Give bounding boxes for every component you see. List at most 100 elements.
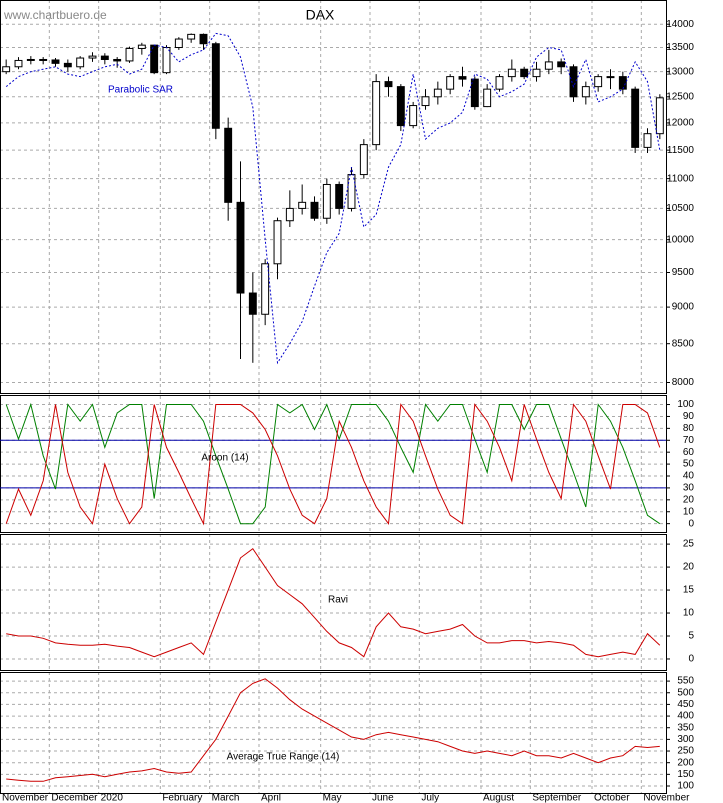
indicator-line <box>6 678 660 782</box>
candle-body <box>655 97 664 135</box>
y-tick-label: 5 <box>688 631 694 642</box>
panel-label: Average True Range (14) <box>227 752 340 763</box>
y-tick-label: 350 <box>677 722 694 733</box>
x-tick-label: December <box>51 793 98 803</box>
panel-frame <box>0 534 667 671</box>
candle-body <box>51 59 60 64</box>
x-tick-label: November <box>643 793 690 803</box>
y-tick-label: 11000 <box>667 173 695 184</box>
x-tick-label: September <box>532 793 582 803</box>
sar-label: Parabolic SAR <box>108 85 173 96</box>
candle-body <box>174 38 183 49</box>
candle-body <box>643 133 652 148</box>
candle-body <box>557 61 566 68</box>
indicator-line <box>5 403 661 526</box>
x-tick-label: July <box>421 793 439 803</box>
candle-body <box>618 76 627 90</box>
candle-body <box>76 57 85 68</box>
panel-frame <box>0 0 667 394</box>
y-tick-label: 500 <box>677 687 694 698</box>
y-tick-label: 70 <box>683 435 695 446</box>
candle-body <box>14 59 23 68</box>
candle-body <box>396 86 405 127</box>
x-tick-label: June <box>372 793 394 803</box>
y-tick-label: 30 <box>683 483 695 494</box>
y-tick-label: 9500 <box>672 267 695 278</box>
y-tick-label: 9000 <box>672 302 695 313</box>
y-tick-label: 10 <box>683 506 695 517</box>
candle-body <box>137 44 146 49</box>
candle-body <box>322 183 331 219</box>
y-tick-label: 250 <box>677 746 694 757</box>
candle-body <box>483 88 492 108</box>
y-tick-label: 10 <box>683 608 695 619</box>
candle-body <box>88 55 97 59</box>
y-tick-label: 0 <box>688 654 694 665</box>
y-tick-label: 8500 <box>672 338 695 349</box>
candle-body <box>113 58 122 62</box>
candle-body <box>273 220 282 265</box>
candle-body <box>372 81 381 146</box>
y-tick-label: 90 <box>683 411 695 422</box>
candle-body <box>532 68 541 78</box>
panel-label: Ravi <box>328 595 348 606</box>
x-tick-label: November <box>2 793 49 803</box>
indicator-line <box>5 402 661 525</box>
candle-body <box>187 33 196 40</box>
candle-body <box>224 127 233 203</box>
y-tick-label: 10500 <box>666 203 694 214</box>
x-tick-label: May <box>323 793 342 803</box>
y-tick-label: 550 <box>677 676 694 687</box>
x-tick-label: March <box>212 793 240 803</box>
x-tick-label: April <box>261 793 281 803</box>
candle-body <box>470 78 479 108</box>
candle-body <box>248 292 257 315</box>
candle-body <box>125 47 134 62</box>
y-tick-label: 150 <box>677 769 694 780</box>
y-tick-label: 11500 <box>667 145 695 156</box>
y-tick-label: 10000 <box>666 234 694 245</box>
x-tick-label: October <box>594 793 630 803</box>
sar-line <box>5 32 661 365</box>
candle-body <box>359 144 368 176</box>
candle-body <box>446 76 455 90</box>
candle-body <box>2 66 11 73</box>
watermark: www.chartbuero.de <box>3 8 107 22</box>
candle-body <box>495 76 504 90</box>
candle-body <box>520 68 529 78</box>
y-tick-label: 13000 <box>666 66 694 77</box>
y-tick-label: 200 <box>677 757 694 768</box>
y-tick-label: 20 <box>683 494 695 505</box>
y-tick-label: 80 <box>683 423 695 434</box>
candle-body <box>162 47 171 74</box>
candle-body <box>310 201 319 219</box>
candle-body <box>544 61 553 70</box>
candle-body <box>199 33 208 45</box>
candle-body <box>384 81 393 88</box>
candle-body <box>594 76 603 88</box>
y-tick-label: 12000 <box>666 118 694 129</box>
y-tick-label: 50 <box>683 459 695 470</box>
y-tick-label: 300 <box>677 734 694 745</box>
x-tick-label: February <box>162 793 202 803</box>
y-tick-label: 40 <box>683 471 695 482</box>
candle-body <box>285 207 294 222</box>
candle-body <box>631 88 640 148</box>
candle-body <box>569 66 578 98</box>
candle-body <box>421 96 430 107</box>
candle-body <box>335 183 344 209</box>
candle-body <box>347 174 356 209</box>
candle-body <box>507 68 516 78</box>
y-tick-label: 60 <box>683 447 695 458</box>
candle-body <box>458 76 467 80</box>
candle-body <box>26 58 35 61</box>
candle-body <box>150 44 159 74</box>
candle-body <box>100 55 109 60</box>
x-tick-label: 2020 <box>101 793 124 803</box>
y-tick-label: 100 <box>677 399 694 410</box>
x-tick-label: August <box>483 793 514 803</box>
candle-body <box>63 62 72 68</box>
y-tick-label: 14000 <box>666 19 694 30</box>
